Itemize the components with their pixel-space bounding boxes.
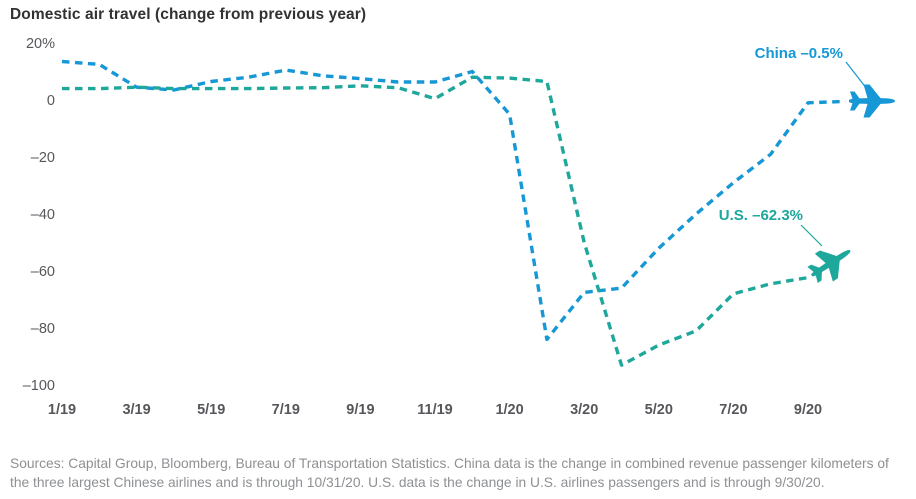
y-axis-tick-label: –60 (31, 264, 55, 280)
x-axis-tick-label: 3/20 (570, 402, 598, 418)
x-axis-tick-label: 7/20 (719, 402, 747, 418)
x-axis-tick-label: 11/19 (417, 402, 453, 418)
x-axis-tick-label: 9/20 (794, 402, 822, 418)
us-series-line (62, 75, 809, 367)
y-axis-tick-label: 20% (26, 36, 55, 52)
x-axis-tick-label: 3/19 (122, 402, 150, 418)
source-note: Sources: Capital Group, Bloomberg, Burea… (10, 455, 889, 490)
x-axis-tick-label: 7/19 (272, 402, 300, 418)
x-axis-tick-label: 5/20 (645, 402, 673, 418)
y-axis-tick-label: –20 (31, 150, 55, 166)
us-airplane-icon (807, 249, 851, 283)
x-axis-tick-label: 1/19 (48, 402, 76, 418)
y-axis-tick-label: 0 (47, 93, 55, 109)
y-axis-tick-label: –80 (31, 321, 55, 337)
x-axis-tick-label: 5/19 (197, 402, 225, 418)
y-axis-tick-label: –40 (31, 207, 55, 223)
us-annotation-label: U.S. –62.3% (719, 207, 803, 224)
chart-title: Domestic air travel (change from previou… (10, 6, 367, 23)
china-airplane-icon (849, 84, 895, 118)
y-axis-tick-label: –100 (23, 378, 55, 394)
x-axis-tick-label: 9/19 (346, 402, 374, 418)
us-leader-line (800, 224, 823, 247)
x-axis-tick-label: 1/20 (495, 402, 523, 418)
line-chart: 20% 0 –20 –40 –60 –80 –100 1/19 3/19 5/19 7/19 9/19… (23, 36, 895, 418)
china-annotation-label: China –0.5% (755, 45, 843, 62)
